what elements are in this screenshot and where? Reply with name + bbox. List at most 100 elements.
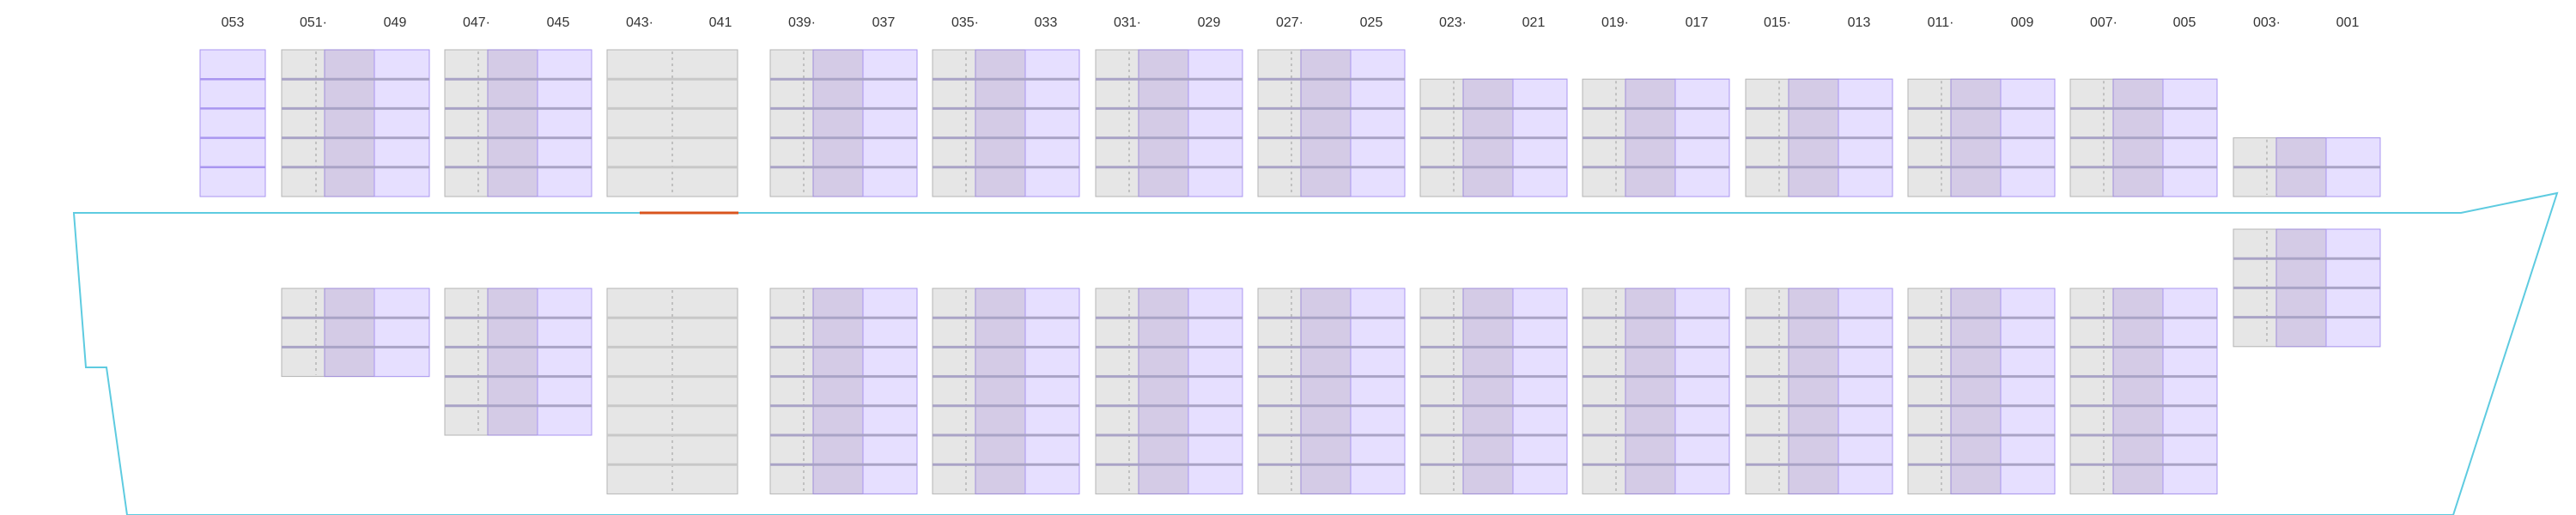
edge-column	[374, 288, 430, 378]
hold-block	[1745, 288, 1893, 494]
bay-label: 001	[2336, 15, 2360, 30]
edge-column	[1512, 288, 1568, 494]
reefer-column	[812, 288, 864, 494]
bay-label: 049	[384, 15, 407, 30]
bay-001	[2233, 137, 2381, 348]
reefer-column	[1300, 49, 1352, 197]
edge-column	[537, 288, 592, 436]
hold-block	[1095, 288, 1243, 494]
reefer-column	[1300, 288, 1352, 494]
bay-label: 017	[1686, 15, 1709, 30]
bay-label: 031·	[1114, 15, 1141, 30]
edge-column	[862, 288, 918, 494]
reefer-column	[2112, 288, 2164, 494]
deck-block	[1419, 78, 1568, 197]
edge-column	[2000, 288, 2056, 494]
bay-label: 037	[872, 15, 896, 30]
bay-label: 023·	[1439, 15, 1467, 30]
container-stack	[606, 288, 738, 494]
edge-column	[1350, 288, 1406, 494]
bay-label: 013	[1848, 15, 1871, 30]
reefer-column	[1625, 288, 1676, 494]
bay-label: 005	[2173, 15, 2196, 30]
reefer-column	[812, 49, 864, 197]
bay-033	[932, 49, 1080, 494]
hold-block	[606, 288, 738, 494]
edge-column	[2162, 288, 2218, 494]
deck-block	[606, 49, 738, 197]
bay-041	[606, 49, 738, 494]
deck-block	[2233, 137, 2381, 197]
edge-column	[1188, 49, 1243, 197]
bay-049	[281, 49, 430, 378]
hold-block	[1907, 288, 2056, 494]
bay-029	[1095, 49, 1243, 494]
edge-column	[1838, 288, 1893, 494]
reefer-column	[324, 288, 375, 378]
bay-009	[1907, 78, 2056, 494]
bay-025	[1257, 49, 1406, 494]
bay-label: 011·	[1928, 15, 1954, 30]
hold-block	[1582, 288, 1730, 494]
bay-label: 045	[547, 15, 570, 30]
bay-label: 041	[709, 15, 732, 30]
bay-label: 025	[1360, 15, 1383, 30]
deck-block	[1257, 49, 1406, 197]
edge-column	[1674, 288, 1730, 494]
bay-label: 053	[222, 15, 245, 30]
deck-block	[1907, 78, 2056, 197]
reefer-column	[1788, 288, 1839, 494]
ship-hull	[72, 191, 2559, 515]
edge-column	[862, 49, 918, 197]
bay-grid	[199, 49, 2381, 494]
bay-045	[444, 49, 592, 436]
bay-021	[1419, 78, 1568, 494]
bay-label-row: 053 051· 049 047· 045 043· 041 039· 037 035· 033 03…	[222, 15, 2360, 30]
edge-column	[374, 49, 430, 197]
container-stack	[199, 49, 266, 197]
deck-block	[281, 49, 430, 197]
edge-column	[537, 49, 592, 197]
bay-013	[1745, 78, 1893, 494]
bay-label: 015·	[1764, 15, 1791, 30]
deck-block	[932, 49, 1080, 197]
bay-053	[199, 49, 266, 197]
edge-column	[1188, 288, 1243, 494]
deck-block	[1745, 78, 1893, 197]
edge-column	[1350, 49, 1406, 197]
bay-label: 009	[2011, 15, 2034, 30]
reefer-column	[324, 49, 375, 197]
bay-label: 033	[1035, 15, 1058, 30]
hold-block	[2069, 288, 2218, 494]
bay-label: 047·	[463, 15, 490, 30]
bay-label: 027·	[1276, 15, 1303, 30]
hold-block	[2233, 228, 2381, 348]
hold-block	[932, 288, 1080, 494]
reefer-column	[1950, 288, 2002, 494]
reefer-column	[1138, 49, 1189, 197]
edge-column	[1024, 49, 1080, 197]
deck-block	[2069, 78, 2218, 197]
reefer-column	[1138, 288, 1189, 494]
reefer-column	[975, 49, 1026, 197]
deck-block	[1095, 49, 1243, 197]
deck-block	[199, 49, 266, 197]
deck-block	[444, 49, 592, 197]
deck-block	[769, 49, 918, 197]
bay-017	[1582, 78, 1730, 494]
edge-column	[1024, 288, 1080, 494]
bay-label: 051·	[300, 15, 327, 30]
hold-block	[1257, 288, 1406, 494]
bay-label: 003·	[2253, 15, 2281, 30]
bay-label: 019·	[1601, 15, 1629, 30]
bay-037	[769, 49, 918, 494]
reefer-column	[487, 49, 538, 197]
hold-block	[769, 288, 918, 494]
bay-label: 035·	[951, 15, 979, 30]
bay-005	[2069, 78, 2218, 494]
reefer-column	[487, 288, 538, 436]
deck-block	[1582, 78, 1730, 197]
hold-block	[444, 288, 592, 436]
bay-label: 043·	[626, 15, 653, 30]
